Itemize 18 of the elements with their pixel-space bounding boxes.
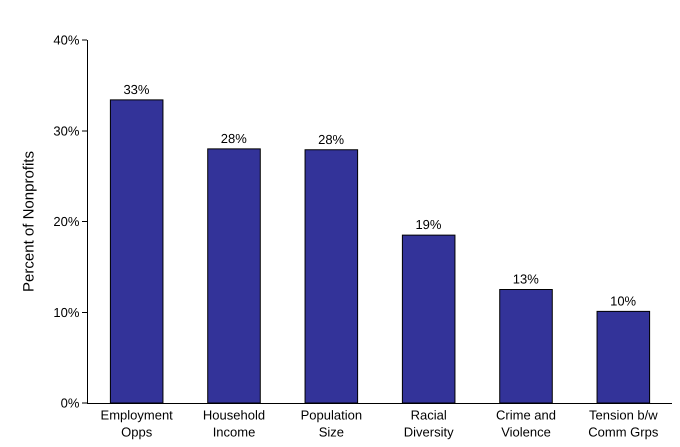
data-label: 13% — [512, 272, 540, 287]
y-tick-label: 20% — [53, 214, 80, 230]
data-label: 10% — [610, 293, 637, 308]
x-tick-label: Employment Opps — [100, 408, 174, 440]
x-tick-label: Population Size — [300, 408, 362, 440]
data-label: 19% — [415, 217, 442, 232]
y-tick-label: 10% — [53, 304, 80, 320]
y-tick-label: 30% — [53, 123, 80, 138]
data-label: 33% — [123, 82, 150, 97]
x-tick-label: Tension b/w Comm Grps — [588, 408, 659, 440]
x-tick-label: Racial Diversity — [404, 408, 454, 440]
y-tick-label: 40% — [53, 32, 80, 48]
y-axis-title: Percent of Nonprofits — [20, 151, 38, 292]
x-tick-label: Crime and Violence — [496, 408, 556, 440]
data-label: 28% — [220, 130, 248, 146]
data-label: 28% — [318, 132, 345, 147]
x-tick-label: Household Income — [202, 408, 266, 440]
y-tick-label: 0% — [60, 396, 80, 411]
